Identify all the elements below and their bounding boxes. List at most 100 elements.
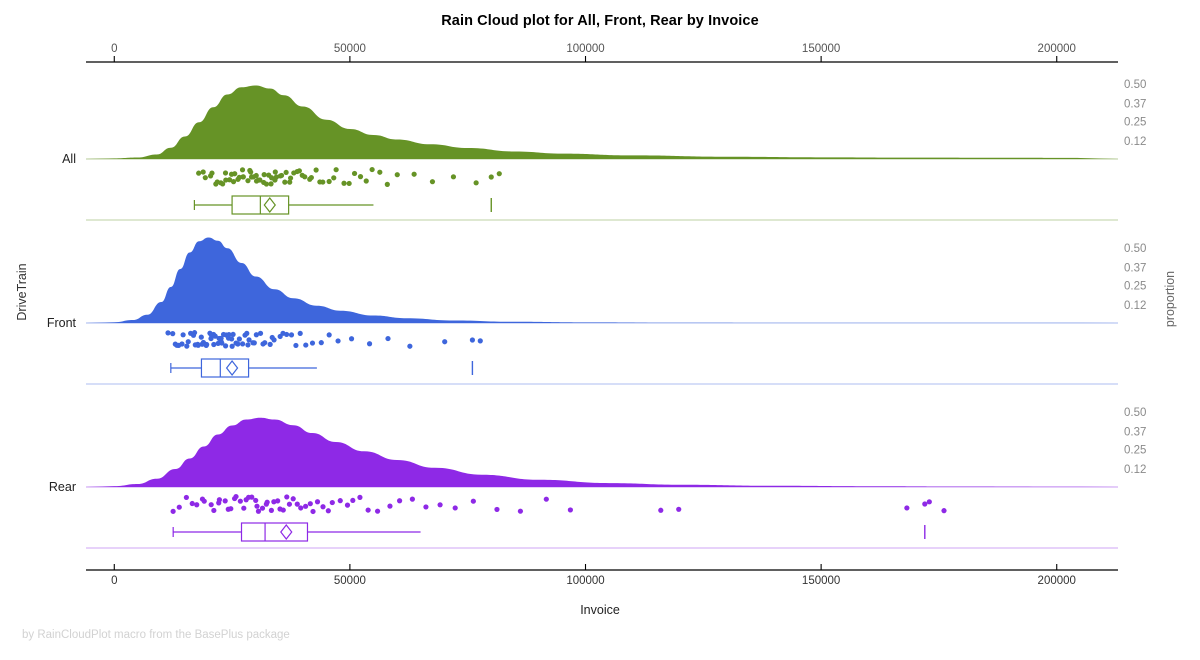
data-point (326, 332, 332, 338)
proportion-tick-label: 0.25 (1124, 281, 1146, 293)
proportion-tick-label: 0.12 (1124, 300, 1146, 312)
data-point (293, 342, 299, 349)
data-point (350, 497, 356, 504)
data-point (387, 503, 393, 509)
data-point (222, 343, 229, 349)
proportion-tick-label: 0.12 (1124, 464, 1146, 476)
data-point (235, 341, 241, 347)
data-point (496, 171, 502, 177)
category-label-all: All (62, 152, 76, 166)
data-point (229, 336, 235, 342)
data-point (267, 341, 273, 347)
data-point (183, 494, 189, 501)
bottom-axis-tick-label: 200000 (1038, 575, 1076, 587)
data-point (377, 169, 383, 175)
data-point (185, 339, 191, 345)
box (200, 358, 250, 378)
data-point (331, 175, 337, 181)
data-point (384, 181, 390, 187)
data-point (254, 503, 260, 509)
proportion-tick-label: 0.50 (1124, 79, 1146, 91)
data-point (170, 331, 176, 337)
data-point (296, 168, 302, 174)
category-label-rear: Rear (49, 480, 76, 494)
data-point (240, 341, 246, 347)
data-point (196, 170, 202, 176)
data-point (337, 498, 343, 504)
top-axis-tick-label: 100000 (566, 43, 604, 55)
data-point (208, 502, 214, 508)
data-point (344, 502, 351, 508)
data-point (284, 494, 290, 500)
data-point (517, 508, 524, 514)
data-point (273, 174, 280, 180)
data-point (363, 178, 369, 184)
data-point (241, 505, 247, 511)
data-point (333, 167, 339, 173)
data-point (211, 507, 217, 514)
data-point (255, 508, 262, 514)
data-point (257, 177, 263, 183)
data-point (259, 505, 266, 511)
data-point (191, 330, 198, 336)
data-point (219, 340, 225, 346)
proportion-tick-label: 0.25 (1124, 117, 1146, 129)
data-point (262, 340, 268, 346)
data-point (222, 170, 229, 176)
proportion-tick-label: 0.37 (1124, 263, 1146, 275)
data-point (229, 343, 235, 349)
data-point (411, 171, 417, 177)
data-point (494, 506, 500, 513)
data-point (302, 174, 308, 180)
data-point (211, 341, 217, 348)
category-label-front: Front (47, 316, 77, 330)
data-point (297, 330, 303, 337)
data-point (246, 337, 252, 343)
data-point (288, 332, 295, 338)
data-point (216, 497, 223, 503)
data-point (473, 180, 479, 186)
data-point (222, 498, 228, 504)
data-point (249, 494, 255, 500)
data-point (348, 336, 355, 342)
data-point (264, 499, 270, 505)
data-point (232, 171, 238, 177)
footnote: by RainCloudPlot macro from the BasePlus… (22, 629, 290, 641)
mean-diamond-marker (280, 524, 293, 540)
data-point (194, 502, 200, 508)
data-point (941, 508, 947, 514)
data-point (423, 504, 429, 510)
data-point (198, 334, 204, 340)
data-point (286, 501, 293, 507)
data-point (244, 330, 250, 336)
data-point (351, 170, 358, 177)
bottom-axis-tick-label: 50000 (334, 575, 366, 587)
data-point (283, 169, 289, 176)
data-point (320, 179, 326, 185)
data-point (298, 505, 304, 511)
data-point (407, 343, 413, 349)
data-point (477, 338, 483, 344)
data-point (676, 506, 682, 512)
data-point (335, 338, 341, 344)
data-point (245, 178, 251, 184)
data-point (257, 330, 264, 336)
data-point (567, 507, 573, 513)
data-point (226, 177, 233, 183)
proportion-tick-label: 0.37 (1124, 427, 1146, 439)
proportion-tick-label: 0.25 (1124, 445, 1146, 457)
density-curve-all (86, 85, 1118, 159)
data-point (176, 504, 182, 510)
data-point (261, 171, 267, 178)
top-axis-tick-label: 50000 (334, 43, 366, 55)
page-title: Rain Cloud plot for All, Front, Rear by … (441, 13, 759, 29)
data-point (284, 331, 290, 338)
data-point (437, 502, 443, 508)
proportion-tick-label: 0.50 (1124, 407, 1146, 419)
data-point (248, 169, 254, 175)
data-point (290, 496, 296, 502)
data-point (180, 332, 186, 338)
data-point (310, 508, 316, 515)
data-point (253, 332, 259, 338)
data-point (226, 331, 232, 338)
